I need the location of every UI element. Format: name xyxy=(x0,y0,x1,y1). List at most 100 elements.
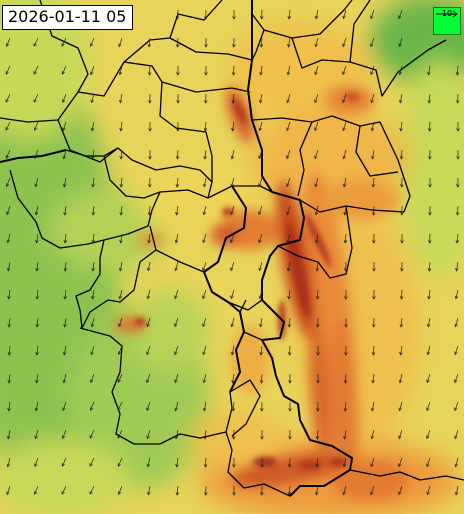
wind-arrow-head xyxy=(35,379,39,384)
wind-arrow-head xyxy=(175,44,180,48)
wind-arrow-icon xyxy=(454,429,459,439)
wind-arrow-icon xyxy=(344,205,347,215)
wind-arrow-icon xyxy=(175,429,179,439)
wind-arrow-icon xyxy=(258,177,263,187)
wind-arrow-icon xyxy=(35,401,39,411)
wind-arrow-head xyxy=(316,352,320,356)
wind-arrow-head xyxy=(456,156,460,160)
wind-arrow-head xyxy=(202,295,206,300)
wind-arrow-icon xyxy=(230,205,235,215)
wind-arrow-head xyxy=(314,127,318,132)
wind-arrow-head xyxy=(91,183,95,188)
wind-arrow-icon xyxy=(232,121,235,131)
wind-arrow-icon xyxy=(177,149,179,160)
wind-arrow-head xyxy=(314,211,319,216)
wind-arrow-head xyxy=(203,100,208,104)
wind-arrow-icon xyxy=(428,93,431,103)
wind-arrow-head xyxy=(175,492,180,496)
wind-arrow-head xyxy=(258,295,263,300)
wind-arrow-icon xyxy=(261,373,263,384)
wind-arrow-icon xyxy=(258,233,263,243)
wind-arrow-icon xyxy=(120,177,123,188)
wind-arrow-icon xyxy=(456,65,459,76)
wind-arrow-head xyxy=(427,71,431,76)
wind-arrow-icon xyxy=(34,121,39,131)
wind-arrow-head xyxy=(258,99,263,104)
wind-arrow-icon xyxy=(7,429,11,439)
wind-arrow-icon xyxy=(371,429,375,439)
wind-arrow-icon xyxy=(372,345,375,356)
wind-arrow-head xyxy=(426,379,430,384)
wind-arrow-icon xyxy=(287,93,291,103)
wind-arrow-icon xyxy=(146,401,151,411)
wind-arrow-icon xyxy=(205,457,207,468)
wind-arrow-icon xyxy=(230,233,235,243)
wind-arrow-head xyxy=(370,15,374,20)
wind-arrow-head xyxy=(90,379,94,384)
wind-arrow-icon xyxy=(342,37,347,47)
wind-arrow-head xyxy=(398,71,402,76)
wind-arrow-head xyxy=(343,380,348,384)
wind-arrow-head xyxy=(399,156,404,160)
wind-scale-legend: 10 xyxy=(433,7,461,35)
wind-arrow-head xyxy=(370,435,375,440)
wind-arrow-head xyxy=(427,240,432,244)
wind-arrow-head xyxy=(175,156,180,160)
wind-arrow-icon xyxy=(5,65,11,75)
wind-arrow-head xyxy=(117,379,121,383)
wind-arrow-icon xyxy=(62,93,67,103)
wind-arrow-head xyxy=(202,239,206,244)
wind-arrow-icon xyxy=(8,289,11,299)
wind-arrow-icon xyxy=(428,65,431,75)
wind-arrow-icon xyxy=(399,65,403,75)
wind-arrow-head xyxy=(174,267,178,272)
wind-arrow-head xyxy=(203,128,208,132)
wind-cores xyxy=(134,92,360,470)
wind-arrow-icon xyxy=(259,261,263,271)
wind-arrow-icon xyxy=(203,205,207,215)
wind-arrow-icon xyxy=(343,457,347,467)
wind-arrow-head xyxy=(398,491,402,496)
wind-arrow-head xyxy=(371,352,376,356)
wind-arrow-icon xyxy=(259,121,263,131)
wind-arrow-head xyxy=(259,380,264,384)
wind-arrow-head xyxy=(175,184,180,188)
timestamp-label: 2026-01-11 05 xyxy=(2,5,134,30)
wind-arrow-icon xyxy=(5,93,11,103)
wind-arrow-icon xyxy=(62,429,67,439)
wind-arrow-icon xyxy=(117,457,123,467)
wind-arrow-head xyxy=(117,407,121,411)
wind-arrow-head xyxy=(230,183,234,188)
wind-arrow-head xyxy=(63,240,67,244)
wind-arrow-icon xyxy=(454,345,459,355)
wind-arrow-head xyxy=(428,212,432,216)
wind-arrow-head xyxy=(34,407,39,412)
wind-arrow-head xyxy=(286,183,290,188)
wind-arrow-head xyxy=(232,16,236,20)
wind-arrow-icon xyxy=(148,37,151,47)
wind-arrow-icon xyxy=(203,373,207,383)
wind-arrow-head xyxy=(258,155,262,160)
wind-arrow-head xyxy=(342,155,346,160)
wind-arrow-icon xyxy=(64,317,67,327)
wind-arrow-head xyxy=(230,323,234,328)
wind-arrow-head xyxy=(316,408,320,412)
wind-arrow-head xyxy=(230,267,234,272)
wind-arrow-icon xyxy=(175,401,179,411)
wind-arrow-icon xyxy=(7,261,11,271)
wind-arrow-icon xyxy=(343,177,347,187)
wind-arrow-icon xyxy=(454,373,459,383)
wind-arrow-head xyxy=(343,435,347,440)
wind-arrow-icon xyxy=(90,65,95,75)
wind-arrow-head xyxy=(259,16,264,20)
wind-arrow-head xyxy=(398,407,402,412)
wind-vectors xyxy=(5,9,460,496)
wind-arrow-head xyxy=(456,128,460,132)
wind-arrow-icon xyxy=(316,233,319,243)
wind-arrow-icon xyxy=(8,317,11,327)
wind-arrow-icon xyxy=(373,205,375,216)
wind-arrow-head xyxy=(231,72,236,76)
wind-arrow-head xyxy=(62,155,67,160)
